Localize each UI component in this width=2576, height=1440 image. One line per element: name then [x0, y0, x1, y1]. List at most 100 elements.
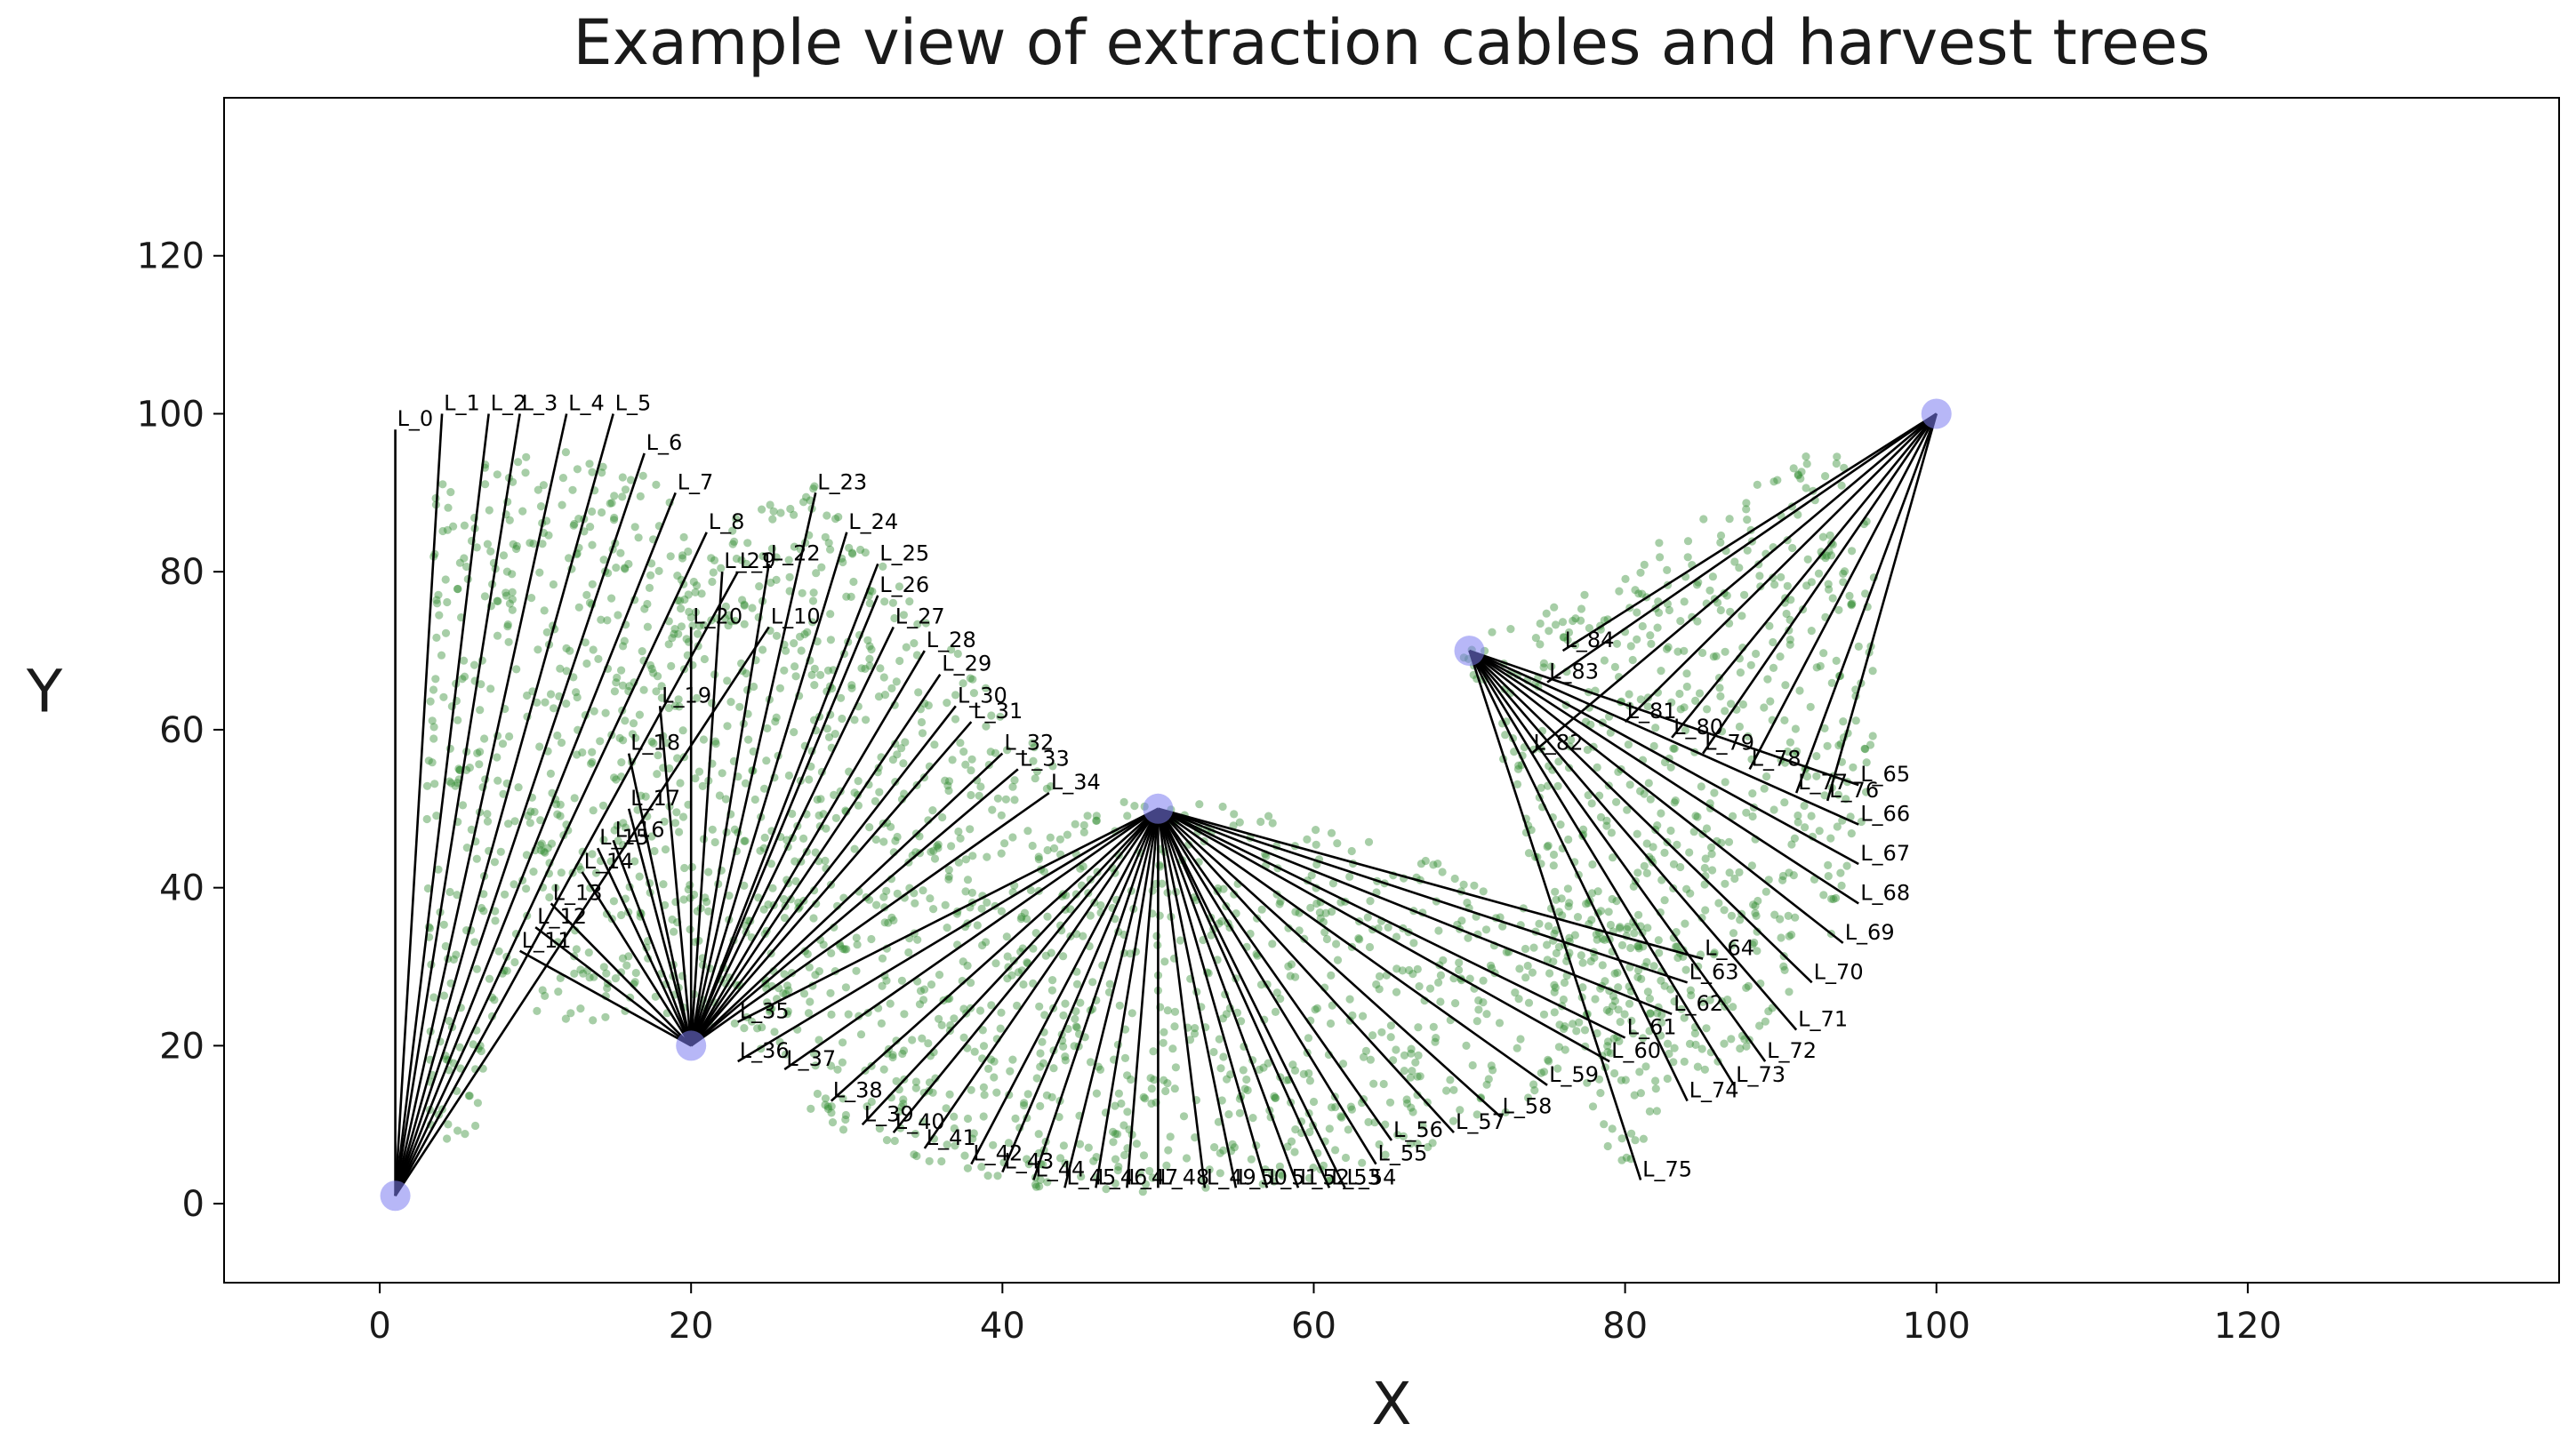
harvest-tree-point: [1666, 763, 1675, 772]
harvest-tree-point: [1514, 995, 1523, 1004]
harvest-tree-point: [1470, 881, 1479, 890]
harvest-tree-point: [747, 1017, 757, 1026]
harvest-tree-point: [1606, 920, 1615, 930]
harvest-tree-point: [740, 836, 749, 845]
harvest-tree-point: [1528, 968, 1537, 977]
harvest-tree-point: [1272, 1093, 1280, 1102]
harvest-tree-point: [823, 511, 831, 520]
harvest-tree-point: [1113, 1130, 1122, 1139]
harvest-tree-point: [666, 552, 675, 561]
harvest-tree-point: [1237, 1017, 1246, 1026]
harvest-tree-point: [924, 701, 933, 710]
harvest-tree-point: [1473, 1110, 1481, 1119]
harvest-tree-point: [1748, 812, 1757, 821]
harvest-tree-point: [502, 567, 512, 576]
harvest-tree-point: [1666, 985, 1675, 994]
harvest-tree-point: [1468, 1060, 1477, 1070]
harvest-tree-point: [558, 500, 566, 509]
extraction-cable-line: [1826, 413, 1938, 802]
harvest-tree-point: [1506, 625, 1515, 634]
harvest-tree-point: [1355, 935, 1364, 944]
harvest-tree-point: [973, 921, 982, 930]
harvest-tree-point: [1096, 900, 1105, 910]
harvest-tree-point: [1191, 1024, 1200, 1033]
harvest-tree-point: [941, 776, 950, 785]
harvest-tree-point: [1794, 471, 1802, 480]
harvest-tree-point: [937, 1020, 946, 1029]
harvest-tree-point: [824, 732, 834, 742]
harvest-tree-point: [1228, 1140, 1237, 1148]
harvest-tree-point: [1827, 678, 1836, 688]
harvest-tree-point: [460, 656, 469, 665]
harvest-tree-point: [1558, 911, 1567, 920]
extraction-cable-line: [394, 532, 708, 1196]
harvest-tree-point: [1617, 1134, 1626, 1143]
harvest-tree-point: [678, 551, 687, 560]
harvest-tree-point: [726, 698, 735, 707]
harvest-tree-point: [674, 629, 683, 638]
harvest-tree-point: [1011, 1114, 1020, 1123]
harvest-tree-point: [809, 914, 818, 923]
harvest-tree-point: [684, 590, 693, 599]
harvest-tree-point: [477, 903, 486, 913]
harvest-tree-point: [1008, 782, 1017, 791]
harvest-tree-point: [1571, 614, 1580, 623]
harvest-tree-point: [1479, 998, 1488, 1007]
harvest-tree-point: [1826, 834, 1835, 843]
harvest-tree-point: [1216, 1148, 1224, 1157]
harvest-tree-point: [493, 596, 502, 605]
harvest-tree-point: [1656, 553, 1665, 562]
harvest-tree-point: [1556, 820, 1565, 829]
harvest-tree-point: [1806, 702, 1815, 711]
harvest-tree-point: [1162, 1161, 1171, 1170]
harvest-tree-point: [1794, 470, 1802, 479]
harvest-tree-point: [1010, 776, 1019, 785]
harvest-tree-point: [1592, 930, 1601, 939]
harvest-tree-point: [1020, 1099, 1029, 1108]
harvest-tree-point: [657, 682, 666, 691]
harvest-tree-point: [473, 748, 482, 758]
harvest-tree-point: [1047, 782, 1055, 791]
harvest-tree-point: [758, 505, 766, 514]
harvest-tree-point: [1550, 603, 1559, 612]
harvest-tree-point: [1657, 976, 1665, 985]
harvest-tree-point: [1415, 982, 1424, 991]
cable-label: L_9: [740, 548, 776, 573]
harvest-tree-point: [1109, 1127, 1118, 1136]
harvest-tree-point: [880, 691, 890, 700]
harvest-tree-point: [1160, 1076, 1168, 1084]
harvest-tree-point: [1682, 682, 1691, 692]
harvest-tree-point: [763, 998, 772, 1007]
harvest-tree-point: [1138, 1188, 1147, 1196]
harvest-tree-point: [1286, 972, 1295, 980]
harvest-tree-point: [1004, 1139, 1013, 1148]
harvest-tree-point: [768, 884, 777, 892]
harvest-tree-point: [1643, 702, 1652, 711]
harvest-tree-point: [570, 519, 579, 529]
harvest-tree-point: [790, 510, 798, 519]
harvest-tree-point: [1463, 898, 1472, 908]
harvest-tree-point: [1565, 933, 1574, 942]
harvest-tree-point: [1028, 739, 1037, 748]
harvest-tree-point: [569, 521, 578, 530]
harvest-tree-point: [811, 848, 820, 857]
harvest-tree-point: [1312, 1004, 1321, 1012]
harvest-tree-point: [443, 1134, 452, 1143]
harvest-tree-point: [1640, 560, 1649, 570]
harvest-tree-point: [1003, 974, 1012, 983]
harvest-tree-point: [961, 760, 970, 769]
harvest-tree-point: [1028, 841, 1037, 851]
harvest-tree-point: [1038, 1037, 1047, 1046]
harvest-tree-point: [1669, 1058, 1678, 1067]
harvest-tree-point: [477, 1046, 486, 1056]
harvest-tree-point: [1820, 791, 1829, 800]
harvest-tree-point: [424, 756, 433, 765]
harvest-tree-point: [1325, 1124, 1334, 1133]
harvest-tree-point: [422, 781, 432, 790]
harvest-tree-point: [1136, 1169, 1144, 1178]
harvest-tree-point: [601, 708, 610, 717]
harvest-tree-point: [1230, 890, 1239, 899]
extraction-cable-line: [1671, 412, 1938, 739]
harvest-tree-point: [668, 634, 677, 643]
harvest-tree-point: [455, 1043, 464, 1052]
